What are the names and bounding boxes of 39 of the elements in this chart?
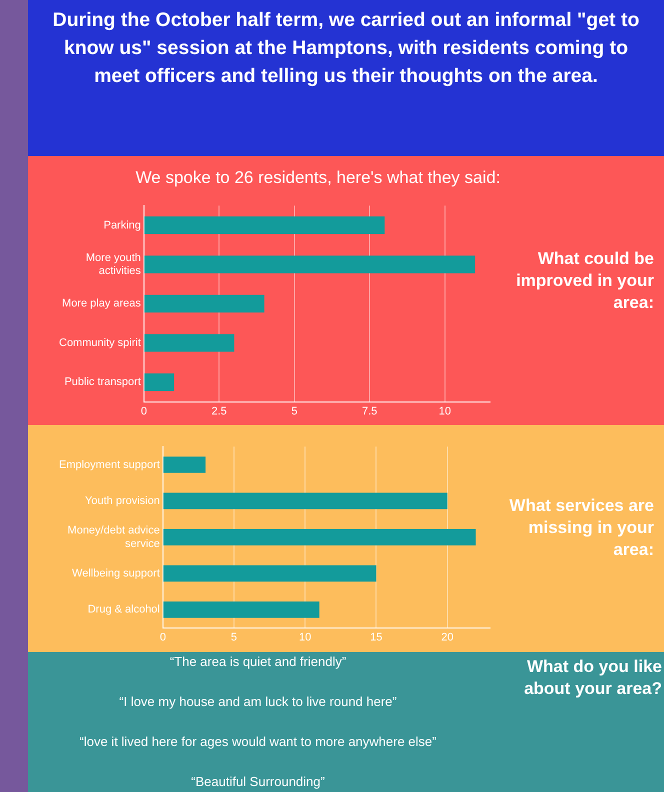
bar xyxy=(144,294,264,313)
y-tick-label: More play areas xyxy=(62,298,142,310)
y-tick-label: Wellbeing support xyxy=(72,567,160,580)
text: “Beautiful Surrounding” xyxy=(190,774,326,789)
y-tick-label: Community spirit xyxy=(59,336,141,349)
bar xyxy=(144,373,174,392)
x-tick-label: 7.5 xyxy=(362,405,378,418)
text: “love it lived here for ages would want to more anywhere else” xyxy=(78,734,438,749)
bar xyxy=(163,456,206,473)
y-tick-label: Drug & alcohol xyxy=(88,604,160,616)
y-tick-label: Public transport xyxy=(64,376,141,388)
text: “I love my house and am luck to live round here” xyxy=(118,694,398,709)
text: What could be improved in your area: xyxy=(515,248,654,314)
bar xyxy=(144,216,385,234)
y-tick-label: Money/debt advice service xyxy=(68,524,160,550)
x-tick-label: 2.5 xyxy=(211,405,227,418)
x-tick-label: 10 xyxy=(438,405,451,418)
text: What do you like about your area? xyxy=(523,656,662,700)
x-tick-label: 0 xyxy=(140,405,147,418)
text: What services are missing in your area: xyxy=(508,495,654,561)
y-tick-label: More youth activities xyxy=(86,252,142,278)
y-tick-label: Parking xyxy=(104,219,141,232)
x-tick-label: 5 xyxy=(291,405,298,418)
x-tick-label: 10 xyxy=(298,631,312,644)
x-tick-label: 20 xyxy=(441,631,454,644)
bar xyxy=(163,529,476,546)
text: “The area is quiet and friendly” xyxy=(168,654,348,669)
chart-subtitle: We spoke to 26 residents, here's what they said: xyxy=(134,168,502,188)
bar xyxy=(163,602,320,618)
bar xyxy=(144,256,475,274)
x-tick-label: 0 xyxy=(160,631,166,644)
y-tick-label: Youth provision xyxy=(85,494,160,507)
bar xyxy=(144,334,234,352)
x-tick-label: 5 xyxy=(230,631,238,644)
y-tick-label: Employment support xyxy=(58,458,160,471)
chart-title: During the October half term, we carried out an informal "get to know us" session at the Hamptons, with residents coming to meet officers and telling us their thoughts on the area. xyxy=(28,0,664,156)
bar xyxy=(163,492,448,510)
x-tick-label: 15 xyxy=(370,631,382,644)
bar xyxy=(163,565,376,582)
